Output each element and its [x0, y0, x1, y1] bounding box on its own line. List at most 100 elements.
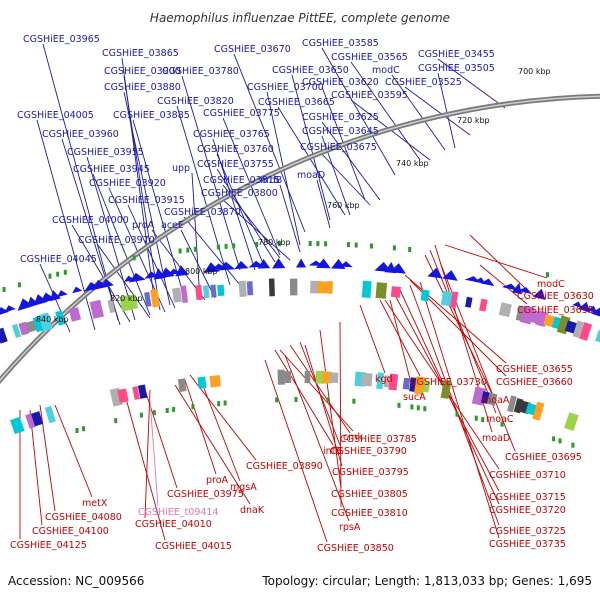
- minus-gene-label: kgd: [375, 374, 393, 385]
- minus-gene-label: CGSHiEE_03795: [332, 467, 409, 478]
- gene-arrow: [4, 305, 16, 313]
- gene-arrow: [56, 290, 68, 298]
- leader-line: [274, 349, 334, 446]
- minus-gene-label: CGSHiEE_03975: [167, 489, 244, 500]
- leader-line: [183, 216, 241, 286]
- plus-gene-label: CGSHiEE_03565: [331, 52, 408, 63]
- gene-arrow: [362, 359, 375, 361]
- rna-feature: [114, 418, 118, 424]
- leader-line: [216, 153, 266, 269]
- tick-label: 840 kbp: [36, 315, 69, 324]
- gene-arrow: [212, 358, 228, 361]
- accession-text: Accession: NC_009566: [8, 574, 144, 588]
- gene-feature: [217, 284, 225, 297]
- gene-feature: [532, 401, 545, 421]
- gene-arrow: [389, 263, 406, 274]
- minus-gene-label: moaC: [486, 414, 514, 425]
- gene-feature: [68, 307, 82, 322]
- plus-gene-label: modC: [372, 65, 400, 76]
- gene-arrow: [564, 397, 579, 402]
- minus-gene-label: proA: [206, 475, 229, 486]
- gene-feature: [564, 412, 579, 431]
- plus-gene-label: nrdB: [260, 175, 282, 186]
- plus-gene-label: CGSHiEE_03965: [23, 34, 100, 45]
- gene-feature: [150, 289, 161, 308]
- leader-line: [86, 156, 136, 321]
- rna-feature: [474, 415, 478, 421]
- leader-line: [404, 86, 471, 136]
- plus-gene-label: aceE: [161, 220, 184, 231]
- tick-label: 780 kbp: [258, 238, 291, 247]
- leader-line: [444, 244, 548, 279]
- gene-feature: [38, 312, 53, 332]
- gene-feature: [515, 305, 525, 321]
- plus-gene-label: CGSHiEE_03700: [247, 82, 324, 93]
- gene-feature: [194, 284, 203, 301]
- gene-arrow: [370, 361, 381, 363]
- gene-arrow: [127, 371, 138, 374]
- gene-arrow: [456, 371, 470, 374]
- rna-feature: [408, 247, 412, 252]
- minus-gene-label: CGSHiEE_04010: [135, 519, 212, 530]
- minus-gene-label: moaA: [482, 395, 510, 406]
- gene-arrow: [572, 301, 583, 308]
- leader-line: [279, 184, 301, 253]
- leader-line: [469, 234, 528, 291]
- minus-gene-label: modC: [537, 279, 565, 290]
- rna-feature: [500, 421, 504, 427]
- rna-feature: [216, 244, 220, 250]
- gene-arrow: [192, 362, 208, 365]
- minus-gene-label: CGSHiEE_03630: [517, 291, 594, 302]
- minus-gene-label: CGSHiEE_03660: [496, 377, 573, 388]
- gene-arrow: [0, 307, 9, 316]
- rna-feature: [223, 400, 227, 406]
- plus-gene-label: CGSHiEE_03505: [418, 63, 495, 74]
- plus-gene-label: CGSHiEE_03625: [302, 112, 379, 123]
- leader-line: [92, 173, 151, 316]
- minus-gene-label: CGSHiEE_04100: [32, 526, 109, 537]
- rna-feature: [347, 242, 350, 248]
- gene-feature: [513, 398, 524, 414]
- plus-gene-label: proA: [132, 220, 155, 231]
- plus-gene-label: CGSHiEE_04000: [52, 215, 129, 226]
- gene-arrow: [66, 385, 77, 389]
- plus-gene-label: CGSHiEE_03675: [300, 142, 377, 153]
- plus-gene-label: CGSHiEE_03955: [67, 147, 144, 158]
- rna-feature: [423, 406, 427, 412]
- leader-line: [189, 374, 257, 461]
- gene-feature: [507, 395, 517, 413]
- tick-label: 760 kbp: [327, 201, 360, 210]
- gene-arrow: [180, 363, 192, 365]
- gene-arrow: [590, 306, 600, 319]
- leader-line: [424, 254, 493, 395]
- gene-arrow: [501, 283, 519, 291]
- gene-arrow: [171, 363, 188, 366]
- plus-gene-label: moaD: [297, 170, 325, 181]
- rna-feature: [416, 405, 420, 411]
- leader-line: [279, 349, 354, 432]
- gene-feature: [202, 285, 210, 299]
- leader-line: [144, 389, 151, 519]
- gene-arrow: [203, 262, 220, 273]
- rna-feature: [186, 247, 190, 253]
- rna-feature: [75, 428, 79, 433]
- label-leader-lines: [19, 43, 548, 543]
- tick-label: 820 kbp: [110, 294, 143, 303]
- plus-gene-label: upp: [172, 163, 190, 174]
- gene-arrow: [383, 359, 395, 362]
- gene-arrow: [260, 357, 275, 358]
- gene-feature: [144, 291, 152, 307]
- rna-feature: [308, 241, 312, 246]
- gene-feature: [329, 372, 339, 384]
- rna-feature: [2, 287, 6, 292]
- minus-gene-label: CGSHiEE_03720: [489, 505, 566, 516]
- leader-line: [127, 204, 176, 309]
- rna-feature: [316, 241, 320, 247]
- gene-feature: [10, 416, 25, 435]
- plus-gene-label: CGSHiEE_03970: [78, 235, 155, 246]
- gene-feature: [498, 302, 512, 318]
- leader-line: [184, 379, 217, 475]
- plus-gene-label: CGSHiEE_04005: [17, 110, 94, 121]
- gene-arrow: [91, 279, 109, 291]
